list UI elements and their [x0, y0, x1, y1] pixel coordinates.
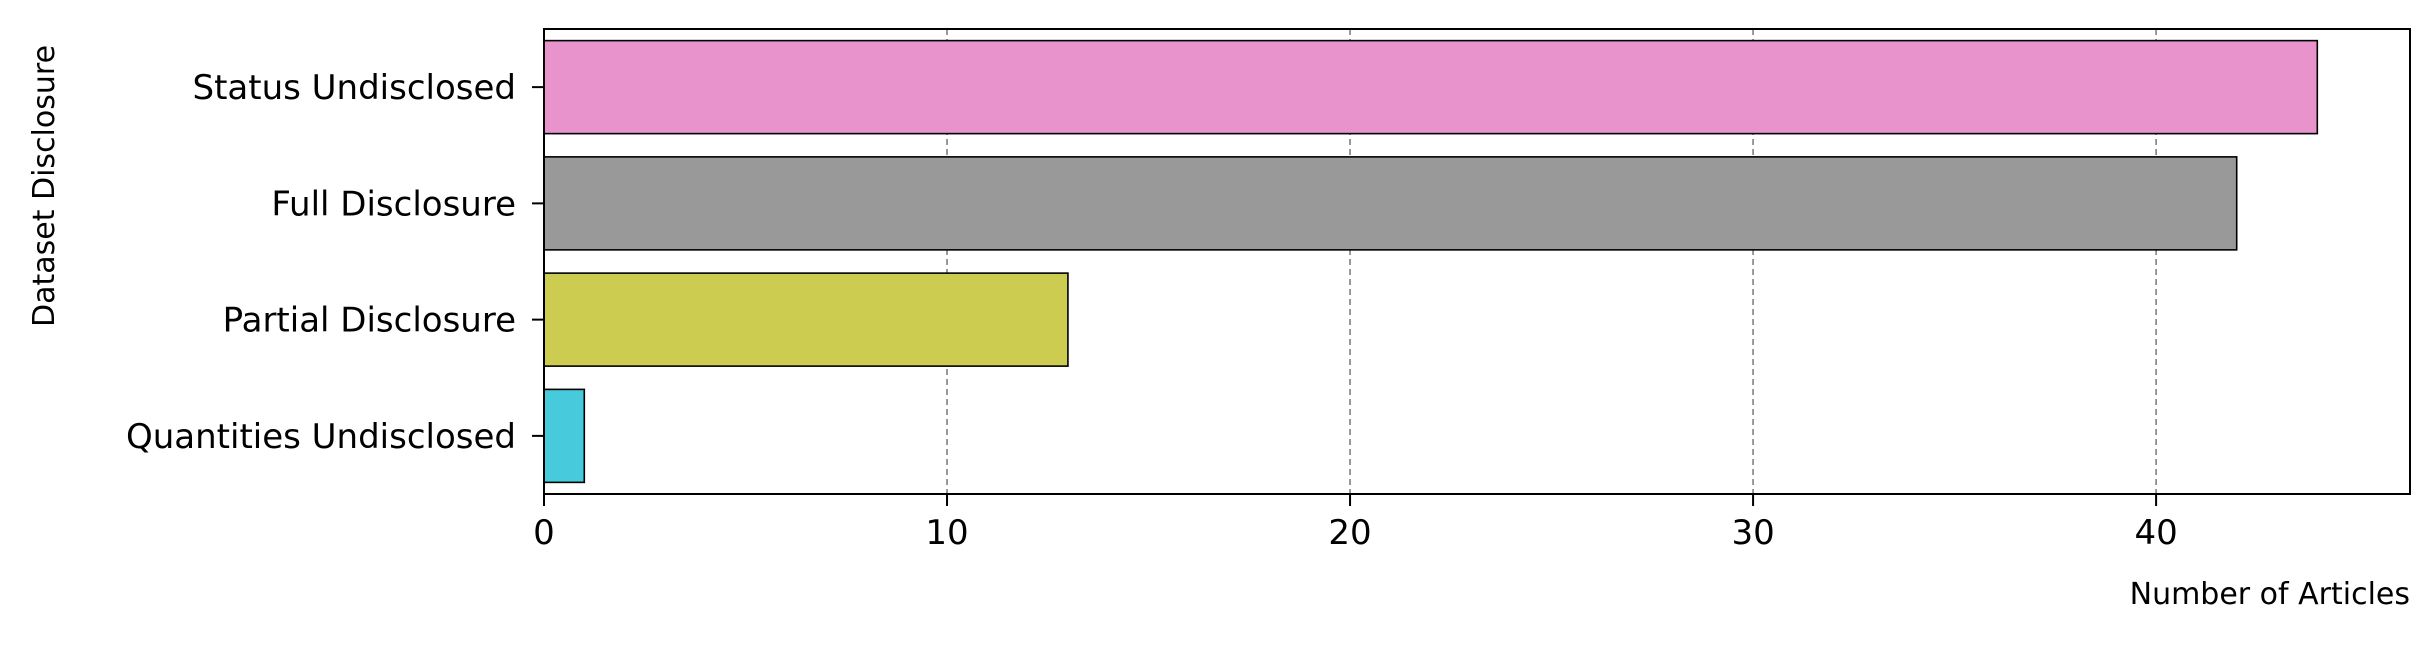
- y-tick-label: Quantities Undisclosed: [126, 417, 516, 457]
- x-tick-label: 40: [2134, 513, 2177, 553]
- gridlines: [946, 29, 2157, 494]
- x-tick-label: 20: [1328, 513, 1371, 553]
- y-axis-label: Dataset Disclosure: [27, 45, 62, 327]
- bar: [543, 156, 2238, 251]
- bars: [543, 39, 2319, 484]
- y-tick-label: Status Undisclosed: [193, 68, 516, 108]
- y-tick-label: Partial Disclosure: [223, 301, 516, 341]
- x-axis: 0 10 20 30 40: [533, 494, 2178, 553]
- y-tick-label: Full Disclosure: [271, 184, 516, 224]
- y-axis: Status Undisclosed Full Disclosure Partial…: [126, 68, 544, 457]
- bar: [543, 388, 586, 484]
- x-tick-label: 0: [533, 513, 555, 553]
- x-tick-label: 10: [925, 513, 968, 553]
- bar: [543, 272, 1069, 367]
- plot-frame: [543, 28, 2411, 495]
- x-tick-label: 30: [1731, 513, 1774, 553]
- bar: [543, 39, 2319, 135]
- x-axis-label: Number of Articles: [2130, 577, 2410, 612]
